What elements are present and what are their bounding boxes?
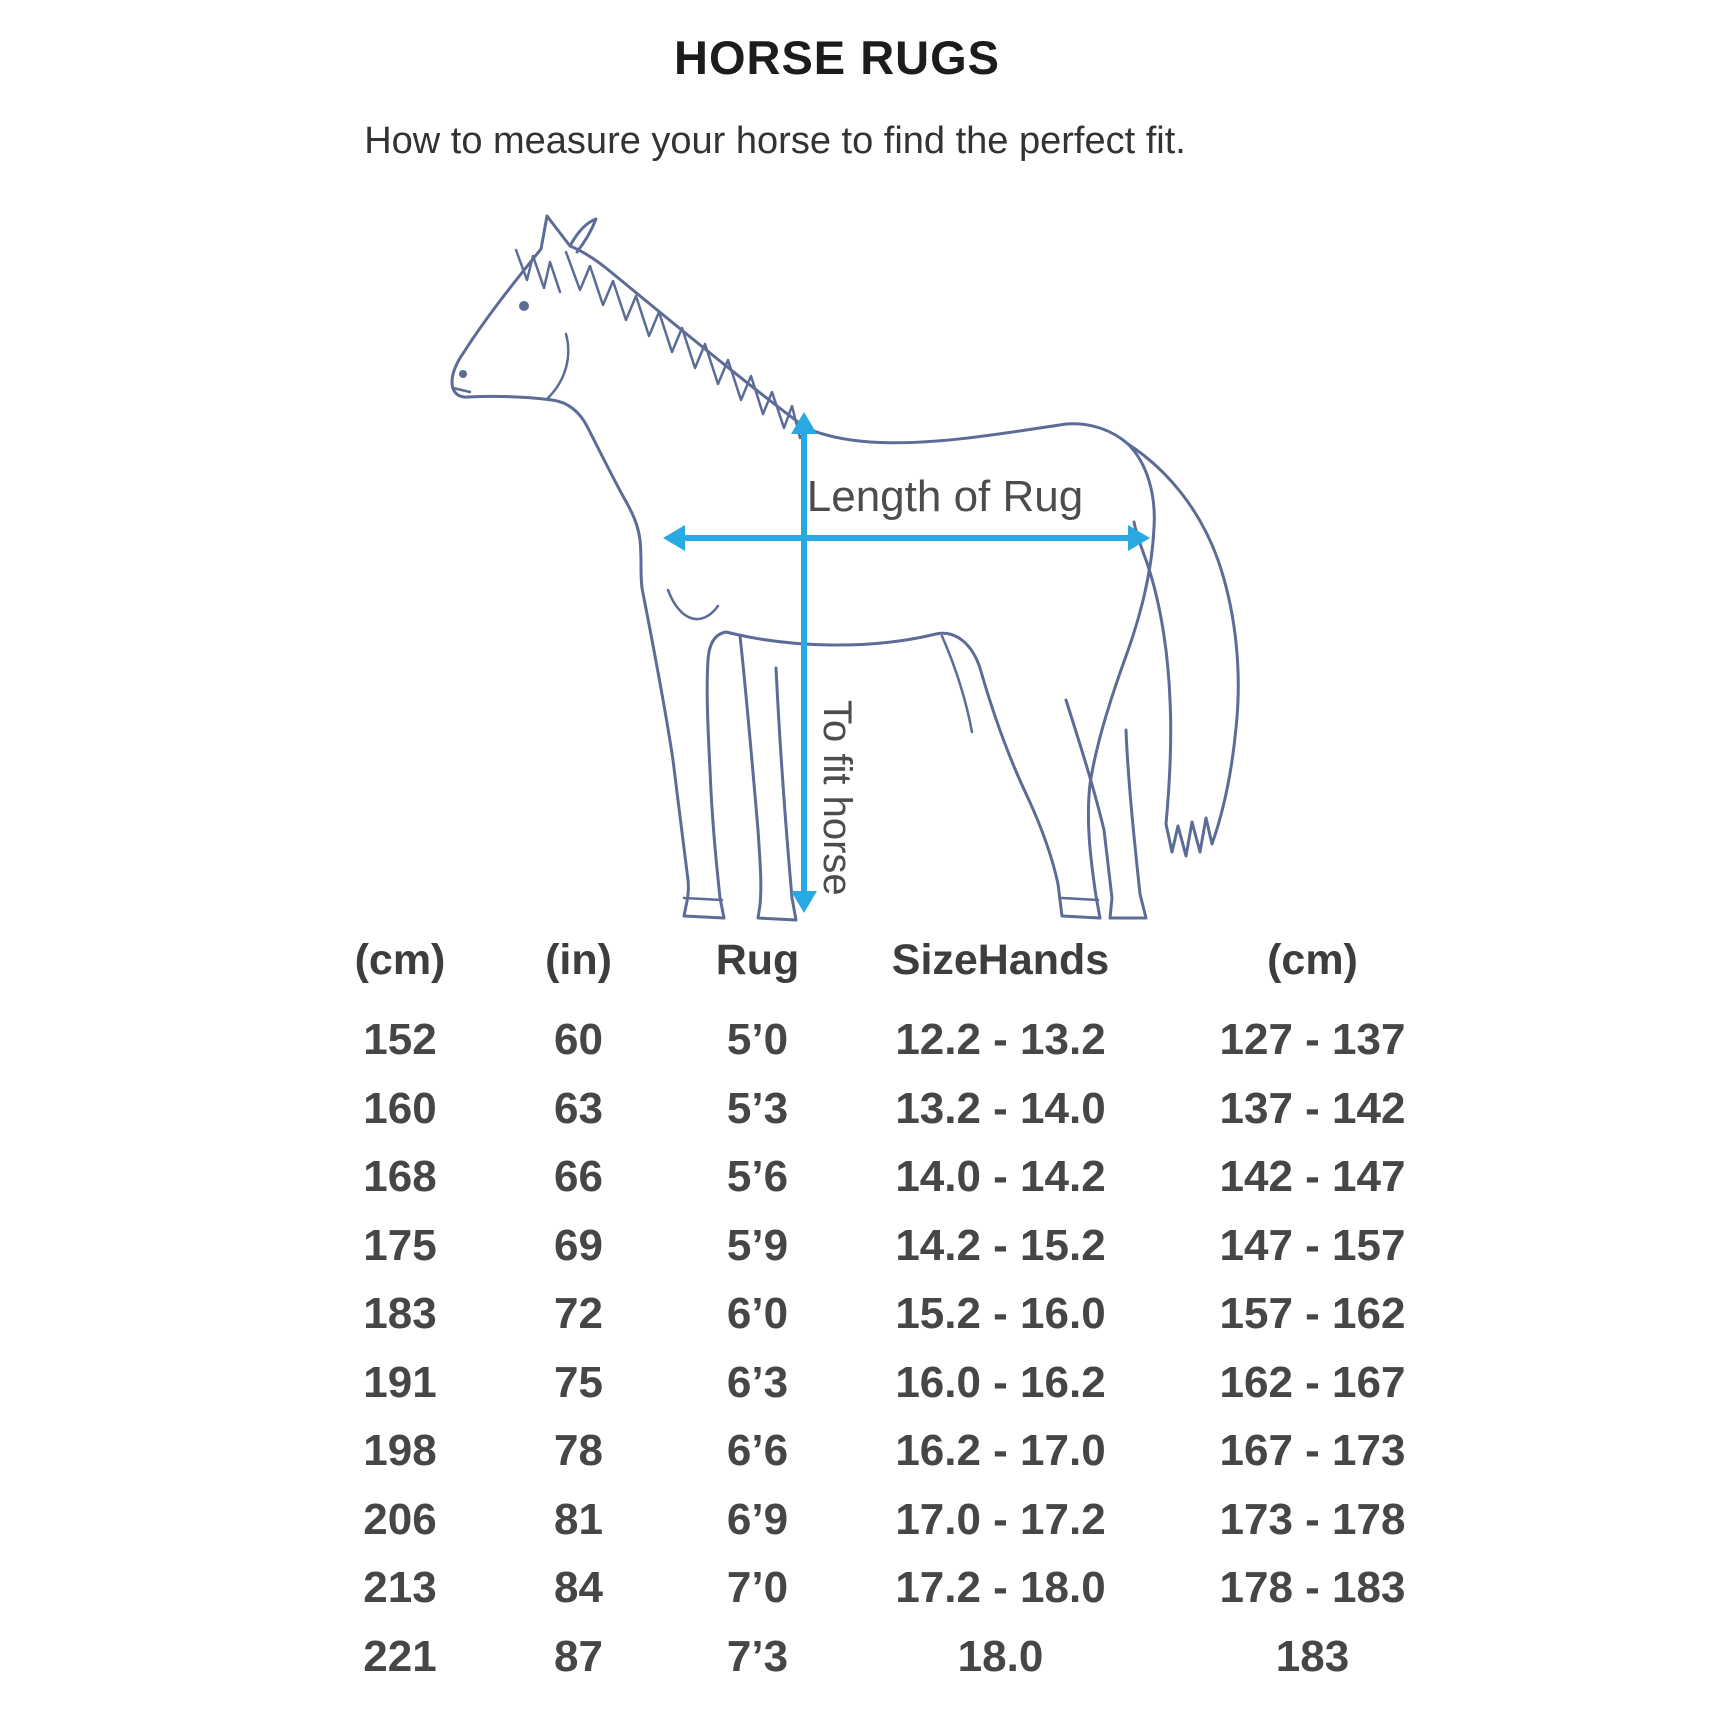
- cell-size-hands: 18.0: [957, 1631, 1044, 1681]
- header-back-in: (in): [545, 935, 612, 984]
- cell-size-hands: 14.2 - 15.2: [895, 1220, 1106, 1270]
- cell-height-cm: 167 - 173: [1219, 1426, 1406, 1476]
- cell-size-hands: 17.0 - 17.2: [895, 1494, 1106, 1544]
- cell-height-cm: 147 - 157: [1219, 1220, 1406, 1270]
- horse-mane: [564, 250, 808, 440]
- cell-back-cm: 160: [363, 1083, 437, 1133]
- cell-size-hands: 17.2 - 18.0: [895, 1563, 1106, 1613]
- cell-size-hands: 16.0 - 16.2: [895, 1357, 1106, 1407]
- cell-rug-size: 5’6: [726, 1152, 789, 1202]
- length-arrow-right-head: [1128, 525, 1150, 551]
- horse-chest-curve: [666, 588, 720, 621]
- horse-mouth: [451, 386, 472, 394]
- cell-back-in: 72: [554, 1289, 603, 1339]
- cell-rug-size: 7’0: [726, 1563, 789, 1613]
- cell-size-hands: 13.2 - 14.0: [895, 1083, 1106, 1133]
- horse-ear: [568, 217, 598, 254]
- cell-rug-size: 7’3: [726, 1631, 789, 1681]
- cell-size-hands: 14.0 - 14.2: [895, 1152, 1106, 1202]
- length-arrow-left-head: [663, 525, 685, 551]
- page-subtitle: How to measure your horse to find the pe…: [364, 120, 1186, 162]
- cell-back-cm: 191: [363, 1357, 437, 1407]
- cell-size-hands: 15.2 - 16.0: [895, 1289, 1106, 1339]
- horse-far-foreleg: [738, 634, 798, 922]
- size-table: 152 60 5’0 12.2 - 13.2 127 - 137 160 63 …: [311, 1006, 1471, 1691]
- cell-height-cm: 178 - 183: [1219, 1563, 1406, 1613]
- cell-rug-size: 6’3: [726, 1357, 789, 1407]
- cell-back-cm: 213: [363, 1563, 437, 1613]
- horse-outline: [450, 214, 1156, 920]
- cell-back-in: 69: [554, 1220, 603, 1270]
- cell-back-cm: 183: [363, 1289, 437, 1339]
- cell-height-cm: 127 - 137: [1219, 1015, 1406, 1065]
- cell-back-cm: 168: [363, 1152, 437, 1202]
- cell-back-in: 81: [554, 1494, 603, 1544]
- size-table-header: (cm) (in) Rug SizeHands (cm): [311, 926, 1471, 994]
- cell-rug-size: 5’9: [726, 1220, 789, 1270]
- cell-height-cm: 157 - 162: [1219, 1289, 1406, 1339]
- horse-tail: [1126, 442, 1240, 858]
- horse-stifle-line: [940, 634, 974, 734]
- cell-rug-size: 5’3: [726, 1083, 789, 1133]
- length-of-rug-label: Length of Rug: [806, 472, 1084, 521]
- to-fit-horse-label: To fit horse: [815, 700, 859, 896]
- horse-hoof-lines: [682, 896, 1100, 902]
- cell-back-in: 63: [554, 1083, 603, 1133]
- cell-back-in: 87: [554, 1631, 603, 1681]
- cell-back-in: 75: [554, 1357, 603, 1407]
- cell-back-in: 78: [554, 1426, 603, 1476]
- horse-far-hindleg: [1064, 698, 1148, 920]
- fit-arrow-top-head: [791, 412, 817, 434]
- cell-back-cm: 198: [363, 1426, 437, 1476]
- cell-height-cm: 173 - 178: [1219, 1494, 1406, 1544]
- cell-height-cm: 137 - 142: [1219, 1083, 1406, 1133]
- cell-size-hands: 12.2 - 13.2: [895, 1015, 1106, 1065]
- cell-back-cm: 206: [363, 1494, 437, 1544]
- cell-rug-size: 6’0: [726, 1289, 789, 1339]
- page-title: HORSE RUGS: [674, 31, 1000, 84]
- measurement-arrows: [663, 412, 1150, 913]
- cell-rug-size: 6’9: [726, 1494, 789, 1544]
- cell-rug-size: 5’0: [726, 1015, 789, 1065]
- header-height-cm: (cm): [1267, 935, 1358, 984]
- cell-back-cm: 152: [363, 1015, 437, 1065]
- cell-back-in: 60: [554, 1015, 603, 1065]
- horse-nostril: [459, 370, 467, 378]
- cell-back-cm: 175: [363, 1220, 437, 1270]
- cell-back-in: 66: [554, 1152, 603, 1202]
- horse-eye: [519, 301, 529, 311]
- horse-forelock: [514, 248, 562, 294]
- cell-height-cm: 162 - 167: [1219, 1357, 1406, 1407]
- horse-cheek-line: [546, 332, 570, 400]
- cell-back-in: 84: [554, 1563, 603, 1613]
- cell-height-cm: 183: [1275, 1631, 1350, 1681]
- header-back-cm: (cm): [354, 935, 446, 984]
- cell-size-hands: 16.2 - 17.0: [895, 1426, 1106, 1476]
- cell-back-cm: 221: [363, 1631, 437, 1681]
- fit-arrow-bottom-head: [791, 891, 817, 913]
- cell-rug-size: 6’6: [726, 1426, 789, 1476]
- cell-height-cm: 142 - 147: [1219, 1152, 1406, 1202]
- header-size-hands: SizeHands: [891, 935, 1110, 984]
- header-rug: Rug: [715, 935, 800, 984]
